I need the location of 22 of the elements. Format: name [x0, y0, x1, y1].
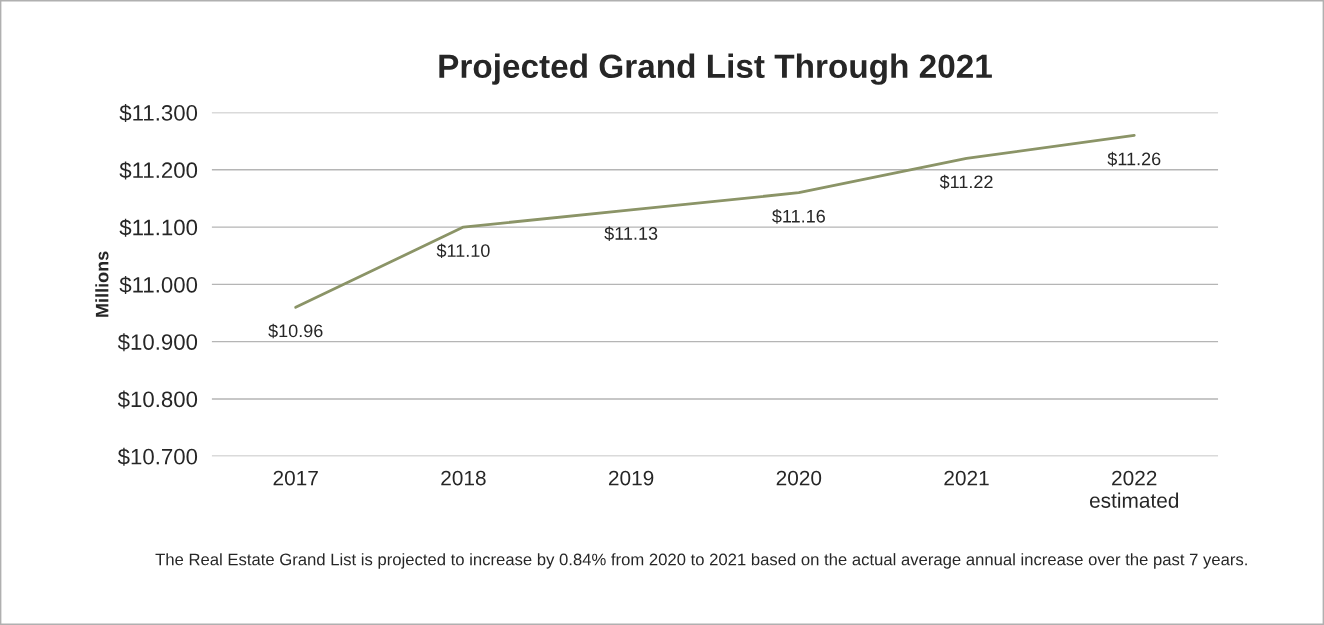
y-tick-label: $10.900: [117, 333, 198, 352]
text: $10.96: [268, 323, 323, 339]
text: $11.26: [1107, 151, 1161, 167]
y-tick-label: $11.300: [119, 104, 198, 123]
y-tick-label: $11.200: [119, 161, 198, 180]
x-tick-label: 2021: [944, 470, 989, 486]
y-tick-label: $11.100: [119, 218, 198, 237]
text: $11.16: [772, 209, 825, 224]
x-tick-label: 2022 estimated: [1089, 470, 1179, 508]
text: $11.22: [939, 174, 993, 190]
x-tick-label: 2017: [273, 470, 318, 486]
text: $11.13: [604, 226, 658, 241]
x-tick-label: 2020: [776, 470, 822, 486]
text: $11.10: [436, 243, 490, 259]
x-tick-label: 2019: [608, 470, 654, 486]
chart-title: Projected Grand List Through 2021: [439, 53, 992, 85]
y-tick-label: $10.700: [117, 447, 198, 466]
y-axis-title: Millions: [95, 251, 109, 317]
x-tick-label: 2018: [441, 470, 486, 486]
y-tick-label: $10.800: [117, 390, 198, 409]
text: The Real Estate Grand List is projected to increase by 0.84% from 2020 to 2021 based on the actual average annual increase over the past 7 years.: [155, 553, 1247, 569]
y-tick-label: $11.000: [119, 275, 198, 294]
